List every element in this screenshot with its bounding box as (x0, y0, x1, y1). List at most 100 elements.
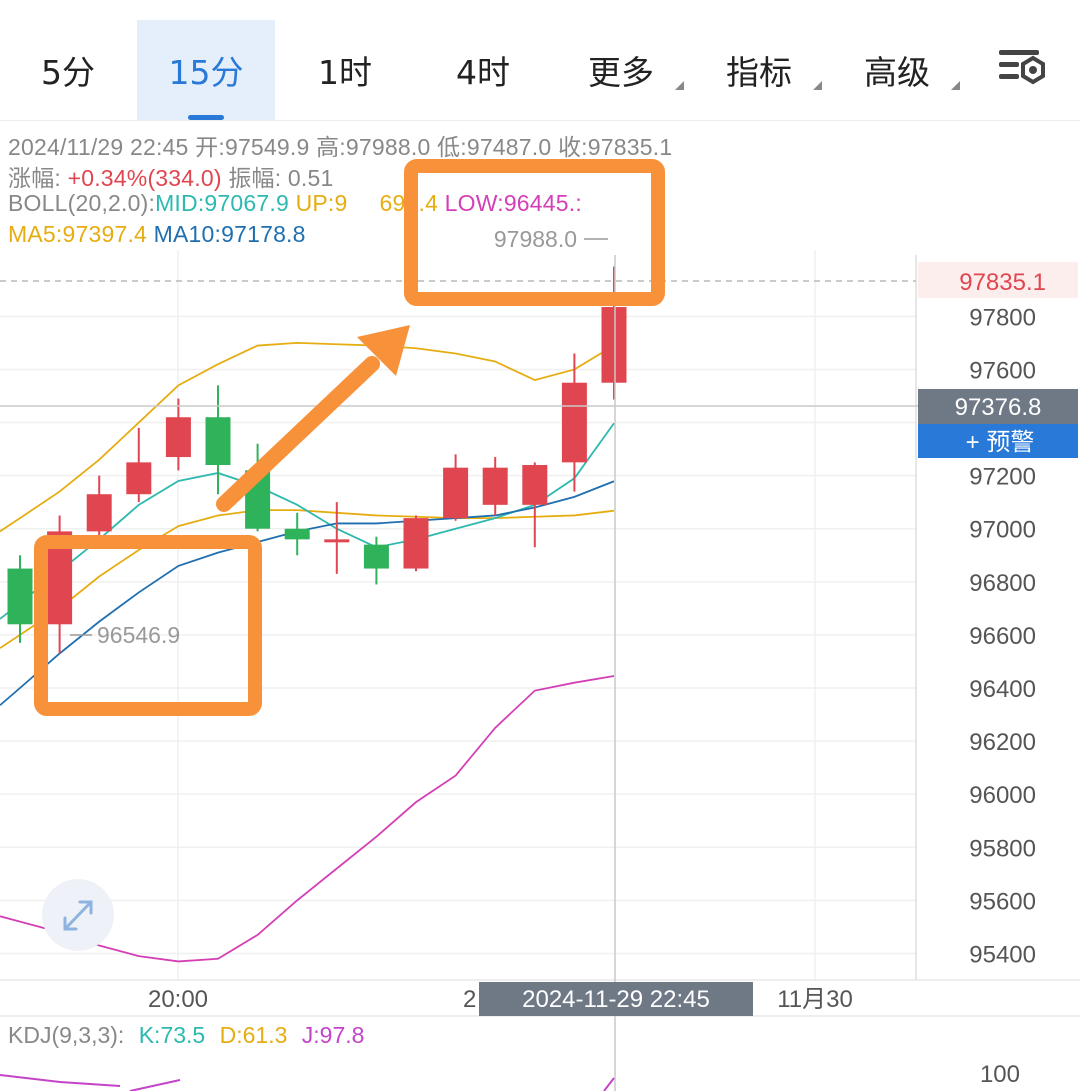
open-label: 开: (195, 134, 225, 160)
y-tick-label-9: 97200 (969, 464, 1036, 491)
y-tick-label-0: 95400 (969, 941, 1036, 968)
tab-15min[interactable]: 15分 (137, 20, 275, 120)
boll-up: UP:9 (295, 190, 348, 216)
trend-arrow-head (357, 325, 410, 376)
high-label: 高: (316, 134, 346, 160)
tab-label: 15分 (168, 53, 244, 92)
candle-body-10 (403, 518, 429, 569)
dropdown-triangle-icon (813, 81, 822, 90)
alert-button[interactable]: + 预警 (918, 424, 1078, 458)
y-tick-label-5: 96400 (969, 676, 1036, 703)
expand-chart-button[interactable] (42, 879, 114, 951)
time-axis: 20:00 11月30 (148, 986, 853, 1013)
kdj-k: K:73.5 (139, 1022, 206, 1048)
price-tag-bg (918, 262, 1078, 298)
kdj-axis-tick: 100 (980, 1061, 1020, 1088)
candle-body-14 (561, 382, 587, 463)
y-tick-label-7: 96800 (969, 570, 1036, 597)
candle-body-15 (601, 307, 627, 383)
candle-body-12 (482, 467, 508, 505)
x-tick-label-1: 11月30 (777, 986, 853, 1013)
y-tick-label-11: 97600 (969, 357, 1036, 384)
series-line-0 (0, 342, 615, 533)
boll-mid: MID:97067.9 (155, 190, 289, 216)
low-label: 低: (437, 134, 467, 160)
candle-body-13 (522, 465, 548, 505)
candle-body-2 (86, 494, 112, 532)
kdj-label: KDJ(9,3,3): (8, 1022, 124, 1048)
interval-tab-bar: 5分 15分 1时 4时 更多 指标 高级 (0, 0, 1080, 121)
highlight-box-high (404, 159, 665, 306)
change-value: +0.34%(334.0) (67, 165, 222, 191)
amplitude-value: 0.51 (287, 165, 334, 191)
tab-label: 4时 (456, 53, 510, 92)
open-value: 97549.9 (224, 134, 310, 160)
trend-arrow-shaft (216, 356, 380, 512)
expand-icon (63, 900, 93, 931)
tab-4h[interactable]: 4时 (414, 20, 552, 120)
series-line-1 (0, 509, 615, 649)
candle-body-3 (126, 462, 152, 495)
kdj-d: D:61.3 (220, 1022, 288, 1048)
y-tick-label-12: 97800 (969, 304, 1036, 331)
change-label: 涨幅: (8, 165, 61, 191)
close-label: 收: (557, 134, 588, 160)
candle-body-7 (284, 528, 310, 540)
kdj-j-line (0, 1074, 121, 1087)
chart-settings-icon[interactable] (995, 48, 1051, 96)
high-marker-label: 97988.0 (494, 226, 577, 252)
candle-body-5 (205, 417, 231, 466)
candle-body-0 (7, 568, 33, 625)
y-tick-label-3: 96000 (969, 782, 1036, 809)
dropdown-triangle-icon (675, 81, 684, 90)
ohlc-info-line: 2024/11/29 22:45 开:97549.9 高:97988.0 低:9… (8, 128, 672, 162)
tab-label: 指标 (726, 53, 792, 92)
tab-label: 更多 (588, 53, 654, 92)
y-tick-label-6: 96600 (969, 623, 1036, 650)
high-value: 97988.0 (345, 134, 431, 160)
tab-label: 5分 (41, 53, 95, 92)
x-tick-label-0: 20:00 (148, 986, 208, 1013)
candle-body-8 (324, 539, 350, 543)
time-axis-partial-label: 2 (463, 986, 476, 1013)
alert-button-label: + 预警 (966, 429, 1035, 456)
tab-more[interactable]: 更多 (552, 20, 690, 120)
ma10-value: MA10:97178.8 (153, 221, 306, 247)
candle-body-9 (363, 544, 389, 569)
boll-info-line: BOLL(20,2.0):MID:97067.9 UP:9 690.4 LOW:9… (8, 190, 582, 217)
crosshair-time: 2024-11-29 22:45 (522, 986, 710, 1013)
y-tick-label-8: 97000 (969, 517, 1036, 544)
ma-info-line: MA5:97397.4 MA10:97178.8 (8, 221, 306, 248)
highlight-box-low (34, 535, 262, 716)
change-info-line: 涨幅: +0.34%(334.0) 振幅: 0.51 (8, 159, 333, 193)
tab-advanced[interactable]: 高级 (828, 20, 966, 120)
y-tick-label-2: 95800 (969, 835, 1036, 862)
tab-label: 高级 (864, 53, 930, 92)
candle-body-11 (443, 467, 469, 519)
low-value: 97487.0 (466, 134, 552, 160)
tab-indicators[interactable]: 指标 (690, 20, 828, 120)
dropdown-triangle-icon (951, 81, 960, 90)
tab-label: 1时 (318, 53, 372, 92)
candles (7, 266, 627, 654)
crosshair-price: 97376.8 (955, 394, 1042, 421)
datetime-text: 2024/11/29 22:45 (8, 134, 189, 160)
kdj-info-line: KDJ(9,3,3): K:73.5 D:61.3 J:97.8 (8, 1022, 364, 1048)
kdj-d-line (129, 1079, 181, 1091)
boll-label: BOLL(20,2.0): (8, 190, 156, 216)
boll-low: LOW:96445.: (444, 190, 582, 216)
candle-body-4 (165, 417, 191, 458)
kdj-j: J:97.8 (302, 1022, 365, 1048)
grid-lines (0, 250, 916, 980)
tab-1h[interactable]: 1时 (276, 20, 414, 120)
low-marker-label: 96546.9 (97, 622, 180, 648)
price-tag: 97835.1 (959, 269, 1046, 296)
kdj-k-line (603, 1077, 615, 1091)
tab-5min[interactable]: 5分 (0, 20, 136, 120)
y-tick-label-4: 96200 (969, 729, 1036, 756)
y-tick-label-1: 95600 (969, 888, 1036, 915)
amplitude-label: 振幅: (228, 165, 282, 191)
crosshair-price-bg (918, 389, 1078, 425)
close-value: 97835.1 (587, 134, 673, 160)
